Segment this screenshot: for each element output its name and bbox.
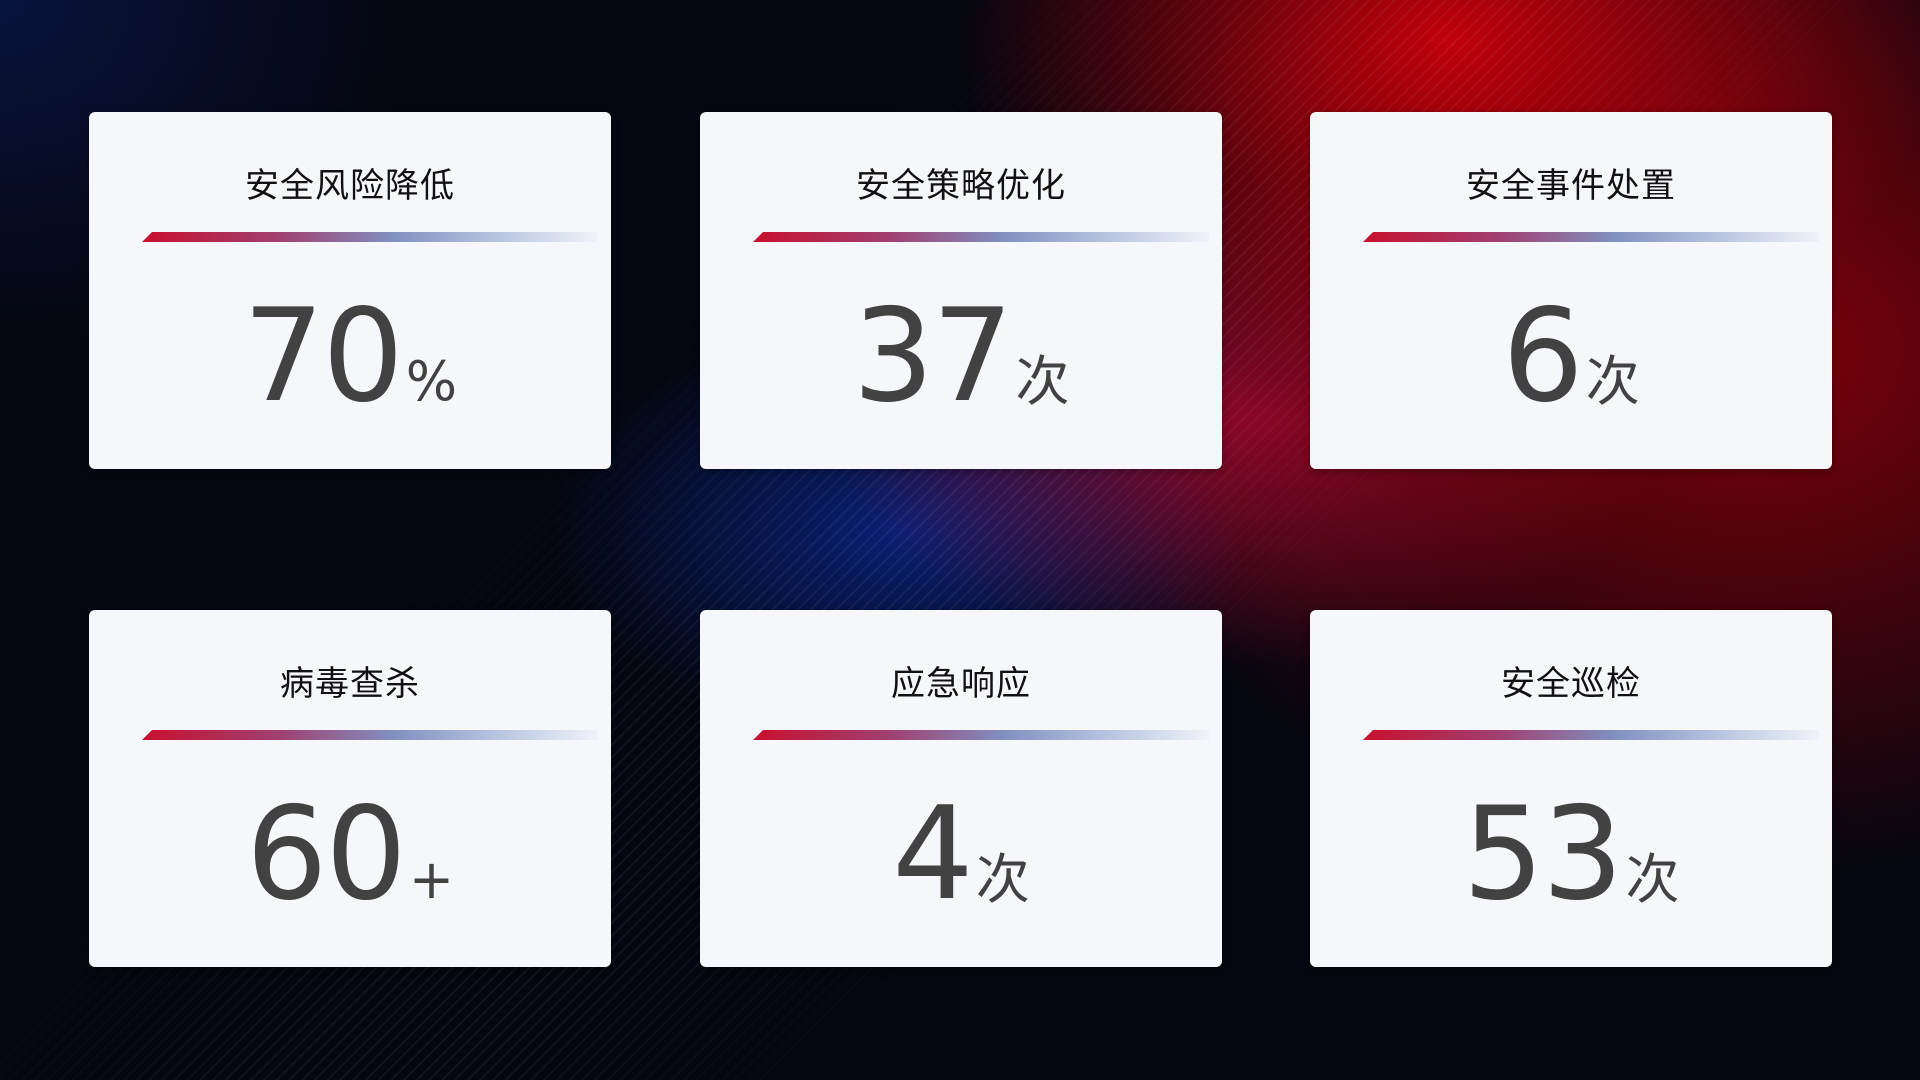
value-number: 4: [892, 780, 973, 929]
card-title: 安全事件处置: [1466, 166, 1676, 206]
value-suffix: +: [408, 848, 455, 911]
card-divider: [1363, 730, 1819, 740]
card-divider: [753, 232, 1209, 242]
card-divider: [1363, 232, 1819, 242]
stat-card-risk-reduction: 安全风险降低 70%: [89, 112, 611, 469]
card-value: 60+: [89, 780, 611, 929]
value-suffix: %: [405, 350, 458, 413]
value-number: 60: [245, 780, 407, 929]
value-suffix: 次: [975, 848, 1030, 911]
value-number: 70: [242, 282, 404, 431]
value-suffix: 次: [1585, 350, 1640, 413]
card-title: 安全风险降低: [245, 166, 455, 206]
card-value: 4次: [700, 780, 1222, 929]
value-number: 53: [1462, 780, 1624, 929]
card-title: 应急响应: [891, 664, 1031, 704]
card-divider: [142, 232, 598, 242]
value-number: 37: [852, 282, 1014, 431]
card-title: 病毒查杀: [280, 664, 420, 704]
card-value: 37次: [700, 282, 1222, 431]
card-divider: [142, 730, 598, 740]
value-suffix: 次: [1625, 848, 1680, 911]
stat-card-emergency-response: 应急响应 4次: [700, 610, 1222, 967]
value-number: 6: [1502, 282, 1583, 431]
card-value: 6次: [1310, 282, 1832, 431]
card-title: 安全巡检: [1501, 664, 1641, 704]
stat-card-security-inspection: 安全巡检 53次: [1310, 610, 1832, 967]
card-value: 70%: [89, 282, 611, 431]
card-divider: [753, 730, 1209, 740]
stat-card-policy-optimization: 安全策略优化 37次: [700, 112, 1222, 469]
stat-card-virus-removal: 病毒查杀 60+: [89, 610, 611, 967]
card-value: 53次: [1310, 780, 1832, 929]
card-title: 安全策略优化: [856, 166, 1066, 206]
value-suffix: 次: [1015, 350, 1070, 413]
stat-card-incident-handling: 安全事件处置 6次: [1310, 112, 1832, 469]
